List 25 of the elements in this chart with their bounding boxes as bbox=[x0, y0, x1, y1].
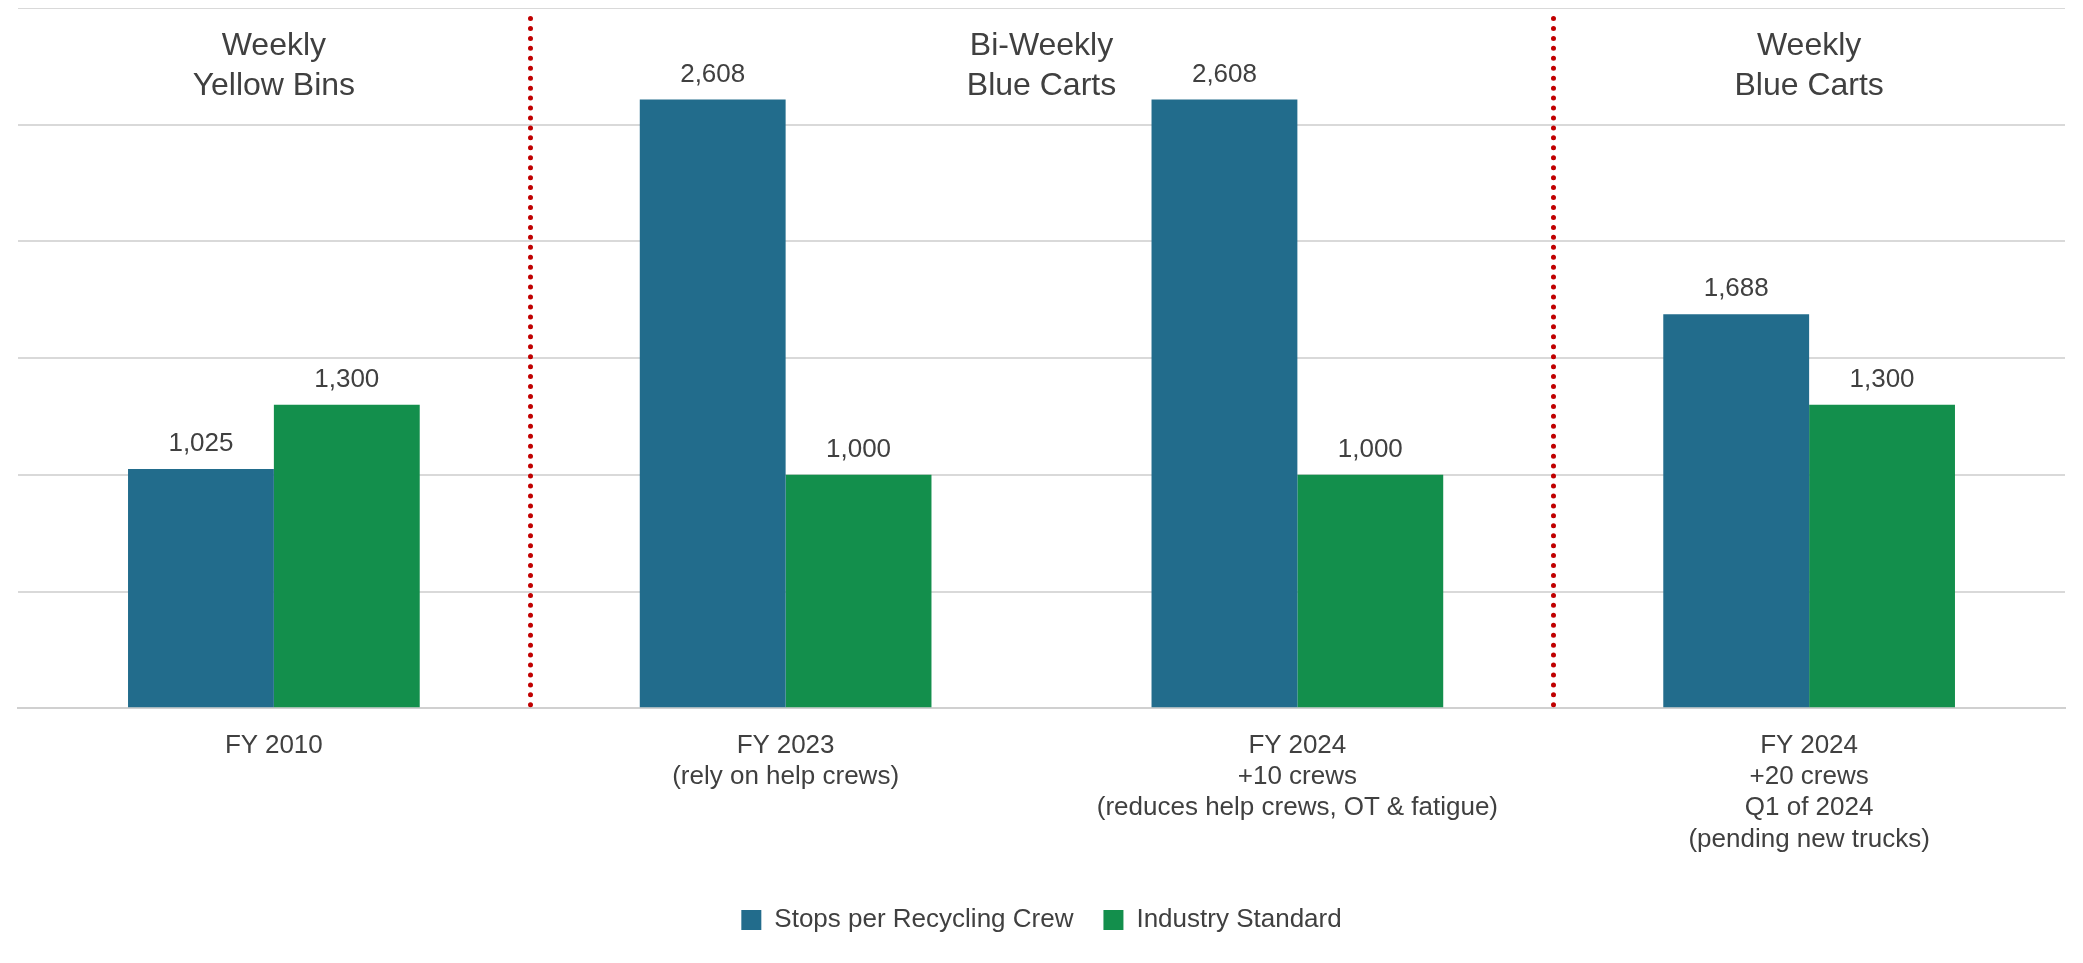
bar bbox=[1809, 404, 1955, 708]
bar bbox=[1663, 314, 1810, 708]
x-tick-label: FY 2023 (rely on help crews) bbox=[672, 728, 900, 791]
bar bbox=[1297, 474, 1444, 708]
bar bbox=[128, 468, 274, 708]
annotation: Weekly Yellow Bins bbox=[192, 25, 356, 102]
data-label: 2,608 bbox=[680, 57, 746, 88]
data-label: 1,300 bbox=[1849, 362, 1915, 393]
legend-label: Industry Standard bbox=[1136, 903, 1342, 934]
bar bbox=[639, 99, 786, 708]
annotation: Bi-Weekly Blue Carts bbox=[966, 25, 1117, 102]
data-label: 2,608 bbox=[1191, 57, 1257, 88]
x-tick-label: FY 2010 bbox=[224, 728, 323, 759]
data-label: 1,688 bbox=[1703, 272, 1769, 303]
bar bbox=[273, 404, 420, 708]
x-tick-label: FY 2024 +10 crews (reduces help crews, OT & fatigue) bbox=[1096, 728, 1498, 822]
data-label: 1,000 bbox=[826, 432, 892, 463]
bar bbox=[785, 474, 932, 708]
legend-label: Stops per Recycling Crew bbox=[774, 903, 1074, 934]
bar bbox=[1151, 99, 1298, 708]
data-label: 1,025 bbox=[168, 427, 234, 458]
data-label: 1,000 bbox=[1337, 432, 1403, 463]
x-tick-label: FY 2024 +20 crews Q1 of 2024 (pending new trucks) bbox=[1688, 728, 1930, 853]
annotation: Weekly Blue Carts bbox=[1734, 25, 1884, 102]
data-label: 1,300 bbox=[314, 362, 380, 393]
